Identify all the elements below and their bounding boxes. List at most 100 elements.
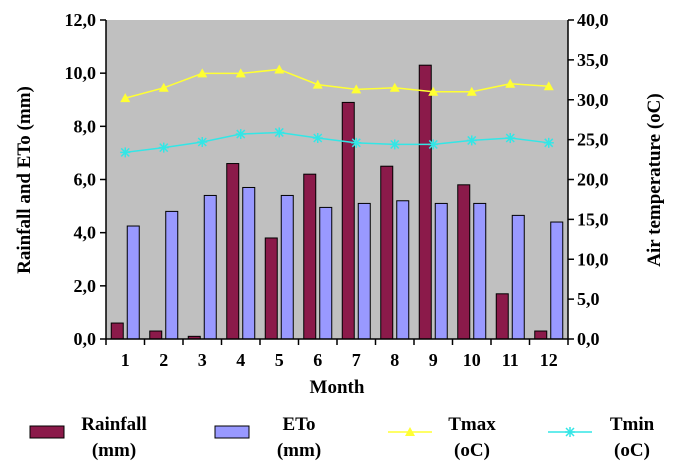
right-tick-label: 20,0: [577, 170, 609, 190]
tmax-point-9: [428, 86, 439, 96]
tmax-point-7: [351, 84, 362, 94]
tmin-point-10: [466, 135, 477, 146]
rainfall-bar-12: [534, 330, 548, 340]
x-tick-label-5: 5: [275, 350, 284, 370]
tmax-point-2: [158, 82, 169, 92]
rainfall-bar-9: [418, 64, 432, 340]
rainfall-bar-4: [226, 163, 240, 340]
legend-rainfall-label-line2: (mm): [92, 440, 136, 461]
left-tick-label: 6,0: [74, 170, 97, 190]
left-tick-label: 4,0: [74, 223, 97, 243]
eto-bar-11: [511, 214, 525, 340]
x-tick-label-7: 7: [352, 350, 361, 370]
x-tick-label-4: 4: [236, 350, 245, 370]
eto-bar-6: [319, 206, 333, 340]
legend-tmin-label-line2: (oC): [614, 440, 650, 461]
rainfall-bar-10: [457, 184, 471, 340]
tmin-point-9: [428, 139, 439, 150]
x-tick-label-8: 8: [390, 350, 399, 370]
legend-rainfall-swatch: [29, 425, 65, 439]
legend-eto-swatch: [214, 425, 250, 439]
tmin-point-11: [505, 133, 516, 144]
rainfall-bar-8: [380, 165, 394, 340]
legend-tmin-label-line1: Tmin: [610, 414, 655, 435]
tmax-point-3: [197, 68, 208, 78]
tmin-point-4: [235, 129, 246, 140]
legend-tmax-label-line1: Tmax: [448, 414, 496, 435]
tmin-point-1: [120, 147, 131, 158]
plot-area: [106, 20, 568, 339]
bars-layer: [110, 64, 564, 340]
y-axis-label-right: Air temperature (oC): [644, 93, 665, 266]
tmax-point-12: [543, 81, 554, 91]
right-tick-label: 15,0: [577, 209, 609, 229]
tmin-point-6: [312, 133, 323, 144]
left-tick-label: 8,0: [74, 116, 97, 136]
right-tick-label: 30,0: [577, 90, 609, 110]
eto-bar-9: [434, 202, 448, 340]
left-axis-ticks: 0,0 2,0 4,0 6,0 8,0 10,0 12,0: [65, 10, 106, 349]
lines-layer: [120, 64, 554, 158]
x-tick-label-12: 12: [540, 350, 558, 370]
left-tick-label: 2,0: [74, 276, 97, 296]
tmin-point-3: [197, 137, 208, 148]
x-axis-label: Month: [310, 377, 365, 398]
x-tick-label-10: 10: [463, 350, 481, 370]
eto-bar-12: [550, 221, 564, 340]
tmin-point-8: [389, 139, 400, 150]
right-tick-label: 5,0: [577, 289, 600, 309]
eto-bar-3: [203, 194, 217, 340]
tmin-point-12: [543, 137, 554, 148]
rainfall-bar-2: [149, 330, 163, 340]
eto-bar-1: [126, 225, 140, 340]
tmin-point-5: [274, 127, 285, 138]
eto-bar-5: [280, 194, 294, 340]
x-tick-label-6: 6: [313, 350, 322, 370]
x-tick-label-9: 9: [429, 350, 438, 370]
tmax-point-11: [505, 78, 516, 88]
tmax-point-1: [120, 93, 131, 103]
x-tick-label-11: 11: [502, 350, 519, 370]
legend-rainfall-label-line1: Rainfall: [81, 414, 146, 435]
x-tick-label-1: 1: [121, 350, 130, 370]
eto-bar-4: [242, 186, 256, 340]
tmax-point-10: [466, 86, 477, 96]
tmax-point-5: [274, 64, 285, 74]
eto-bar-10: [473, 202, 487, 340]
eto-bar-7: [357, 202, 371, 340]
right-tick-label: 40,0: [577, 10, 609, 30]
tmax-point-4: [235, 68, 246, 78]
tmin-point-2: [158, 142, 169, 153]
legend-tmax: Tmax (oC): [388, 414, 496, 461]
right-axis-ticks: 0,0 5,0 10,0 15,0 20,0 25,0 30,0 35,0 40,0: [568, 10, 609, 349]
rainfall-bar-6: [303, 173, 317, 340]
left-tick-label: 0,0: [74, 329, 97, 349]
rainfall-bar-11: [495, 293, 509, 340]
tmin-point-7: [351, 137, 362, 148]
rainfall-bar-1: [110, 322, 124, 340]
legend-eto: ETo (mm): [214, 414, 321, 461]
legend: Rainfall (mm) ETo (mm) Tmax (oC) Tmin (oC): [29, 414, 655, 461]
legend-tmin: Tmin (oC): [548, 414, 655, 461]
tmin-line: [125, 131, 549, 154]
rainfall-bar-7: [341, 101, 355, 340]
x-tick-label-3: 3: [198, 350, 207, 370]
rainfall-bar-5: [264, 237, 278, 340]
x-axis-ticks: 1 2 3 4 5 6 7 8 9 10 11 12: [105, 339, 569, 370]
right-tick-label: 10,0: [577, 249, 609, 269]
tmax-line: [125, 68, 549, 99]
right-tick-label: 35,0: [577, 50, 609, 70]
tmax-point-6: [312, 79, 323, 89]
left-tick-label: 10,0: [65, 63, 97, 83]
x-tick-label-2: 2: [159, 350, 168, 370]
legend-tmax-label-line2: (oC): [454, 440, 490, 461]
legend-eto-label-line1: ETo: [282, 414, 315, 435]
right-tick-label: 0,0: [577, 329, 600, 349]
eto-bar-8: [396, 200, 410, 340]
tmax-point-8: [389, 82, 400, 92]
legend-rainfall: Rainfall (mm): [29, 414, 147, 461]
legend-tmin-swatch-marker: [565, 427, 575, 437]
eto-bar-2: [165, 210, 179, 340]
left-tick-label: 12,0: [65, 10, 97, 30]
